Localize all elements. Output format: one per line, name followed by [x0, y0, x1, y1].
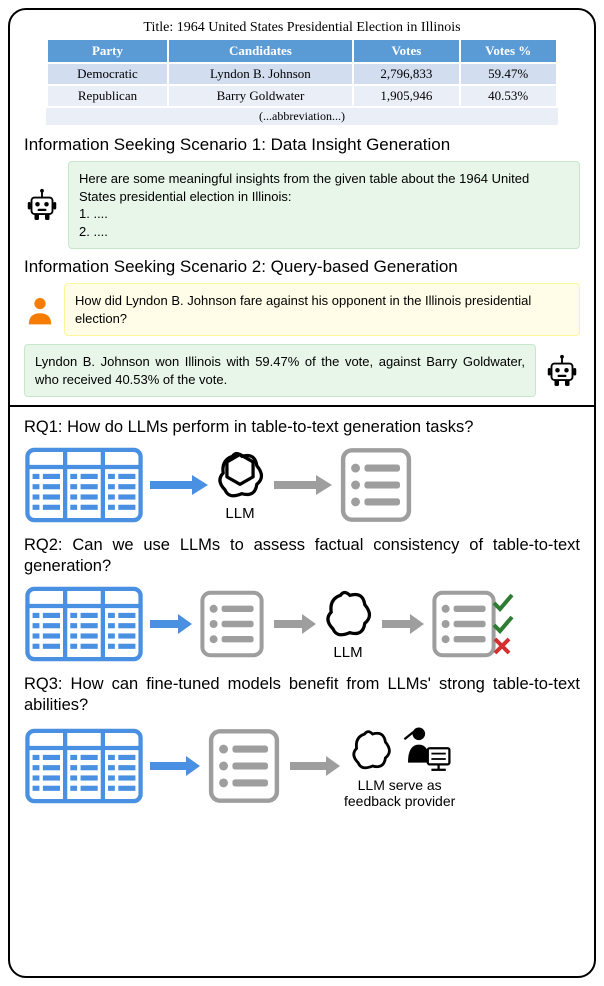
feedback-label: LLM serve as feedback provider [344, 777, 455, 811]
section-divider [10, 405, 594, 407]
th-votes: Votes [353, 39, 460, 63]
arrow-icon [148, 612, 192, 636]
check-icon [492, 592, 514, 612]
th-party: Party [47, 39, 168, 63]
table-icon [24, 584, 144, 664]
th-votes-pct: Votes % [460, 39, 557, 63]
arrow-icon [272, 612, 316, 636]
person-icon [24, 294, 56, 326]
table-title: Title: 1964 United States Presidential E… [24, 20, 580, 36]
election-table: Party Candidates Votes Votes % Democrati… [46, 38, 558, 108]
robot-icon [24, 187, 60, 223]
scenario2-answer-row: Lyndon B. Johnson won Illinois with 59.4… [24, 344, 580, 397]
check-icon [492, 614, 514, 634]
scenario2-heading: Information Seeking Scenario 2: Query-ba… [24, 257, 580, 277]
rq1-diagram: LLM [24, 445, 580, 525]
arrow-icon [288, 754, 340, 778]
rq2-text: RQ2: Can we use LLMs to assess factual c… [24, 535, 580, 578]
arrow-icon [272, 473, 332, 497]
openai-logo-icon [347, 726, 395, 774]
rq3-text: RQ3: How can fine-tuned models benefit f… [24, 674, 580, 717]
llm-label: LLM [225, 505, 254, 522]
table-row: Republican Barry Goldwater 1,905,946 40.… [47, 85, 557, 107]
document-icon [336, 445, 416, 525]
figure-container: Title: 1964 United States Presidential E… [8, 8, 596, 978]
llm-block: LLM [212, 447, 268, 522]
document-icon [428, 588, 500, 660]
scenario2-query-row: How did Lyndon B. Johnson fare against h… [24, 283, 580, 336]
scenario1-row: Here are some meaningful insights from t… [24, 161, 580, 249]
llm-label: LLM [333, 644, 362, 661]
rq1-text: RQ1: How do LLMs perform in table-to-tex… [24, 417, 580, 438]
document-icon [196, 588, 268, 660]
table-icon [24, 726, 144, 806]
llm-block: LLM [320, 586, 376, 661]
scenario2-query-bubble: How did Lyndon B. Johnson fare against h… [64, 283, 580, 336]
scenario1-heading: Information Seeking Scenario 1: Data Ins… [24, 135, 580, 155]
arrow-icon [380, 612, 424, 636]
feedback-block: LLM serve as feedback provider [344, 723, 455, 811]
table-icon [24, 445, 144, 525]
robot-icon [544, 353, 580, 389]
rq3-diagram: LLM serve as feedback provider [24, 723, 580, 811]
arrow-icon [148, 473, 208, 497]
table-abbreviation: (...abbreviation...) [46, 108, 558, 125]
checks-column [492, 592, 514, 656]
scenario2-answer-bubble: Lyndon B. Johnson won Illinois with 59.4… [24, 344, 536, 397]
document-icon [204, 726, 284, 806]
teacher-icon [399, 723, 453, 777]
th-candidates: Candidates [168, 39, 353, 63]
arrow-icon [148, 754, 200, 778]
scenario1-bubble: Here are some meaningful insights from t… [68, 161, 580, 249]
table-row: Democratic Lyndon B. Johnson 2,796,833 5… [47, 63, 557, 85]
openai-logo-icon [320, 586, 376, 642]
rq2-diagram: LLM [24, 584, 580, 664]
openai-logo-icon [212, 447, 268, 503]
x-icon [492, 636, 512, 656]
